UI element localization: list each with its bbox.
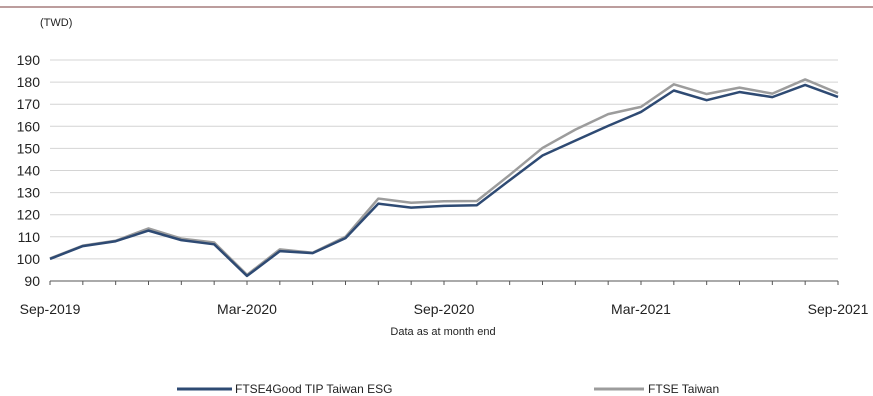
x-tick-label: Sep-2020 [414, 301, 475, 317]
y-tick-label: 120 [17, 207, 41, 223]
y-tick-label: 150 [17, 140, 41, 156]
x-axis [49, 280, 839, 285]
legend-label-ftse-taiwan: FTSE Taiwan [648, 382, 719, 396]
gridlines [50, 59, 838, 260]
y-unit-label: (TWD) [40, 17, 72, 29]
series-line-ftse4good-tip-taiwan-esg [49, 83, 839, 278]
x-tick-label: Sep-2019 [20, 301, 81, 317]
y-tick-label: 180 [17, 74, 41, 90]
x-axis-label: Data as at month end [390, 326, 495, 338]
series-lines [49, 78, 839, 278]
legend: FTSE4Good TIP Taiwan ESG FTSE Taiwan [177, 382, 719, 396]
y-tick-label: 190 [17, 52, 41, 68]
y-tick-label: 160 [17, 118, 41, 134]
y-tick-label: 140 [17, 163, 41, 179]
x-tick-label: Sep-2021 [808, 301, 869, 317]
x-axis-tick-labels: Sep-2019 Mar-2020 Sep-2020 Mar-2021 Sep-2021 [20, 301, 869, 317]
y-tick-label: 110 [18, 229, 41, 245]
series-line-ftse-taiwan [49, 78, 839, 277]
y-tick-label: 100 [17, 251, 41, 267]
y-tick-label: 170 [17, 96, 41, 112]
legend-label-ftse4good-tip-taiwan-esg: FTSE4Good TIP Taiwan ESG [235, 382, 392, 396]
y-axis-tick-labels: 90 100 110 120 130 140 150 160 170 180 190 [17, 52, 41, 289]
y-tick-label: 130 [17, 185, 41, 201]
y-tick-label: 90 [24, 273, 40, 289]
x-tick-label: Mar-2020 [217, 301, 277, 317]
x-tick-label: Mar-2021 [611, 301, 671, 317]
